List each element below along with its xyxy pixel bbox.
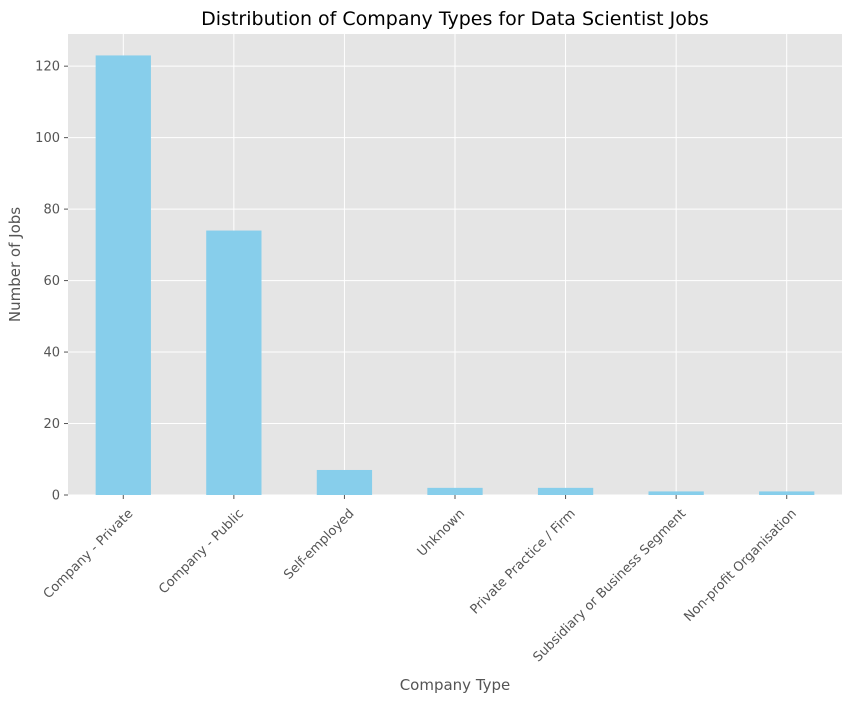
y-tick-label: 20	[43, 417, 60, 432]
bar	[648, 491, 704, 495]
bar	[206, 230, 262, 495]
y-tick-label: 80	[43, 203, 60, 218]
y-tick-label: 0	[52, 489, 60, 504]
chart-title: Distribution of Company Types for Data S…	[201, 8, 709, 30]
x-tick-label: Company - Public	[156, 506, 247, 597]
x-tick-labels: Company - Private Company - Public Self-em…	[41, 495, 800, 665]
bars	[95, 55, 815, 495]
x-tick-label: Self-employed	[281, 506, 357, 582]
y-tick-labels: 0 20 40 60 80 100 120	[35, 60, 68, 504]
bar	[537, 487, 594, 495]
x-axis-label: Company Type	[400, 676, 511, 694]
y-tick-label: 40	[43, 346, 60, 361]
x-tick-label: Unknown	[415, 506, 468, 559]
bar	[95, 55, 151, 495]
y-tick-label: 120	[35, 60, 60, 75]
bar	[316, 469, 373, 495]
bar	[427, 487, 483, 495]
y-tick-label: 100	[35, 131, 60, 146]
x-tick-label: Private Practice / Firm	[468, 506, 579, 617]
y-tick-label: 60	[43, 274, 60, 289]
bar	[759, 491, 815, 495]
y-axis-label: Number of Jobs	[6, 207, 24, 322]
x-tick-label: Non-profit Organisation	[681, 506, 799, 624]
x-tick-label: Company - Private	[41, 506, 137, 602]
